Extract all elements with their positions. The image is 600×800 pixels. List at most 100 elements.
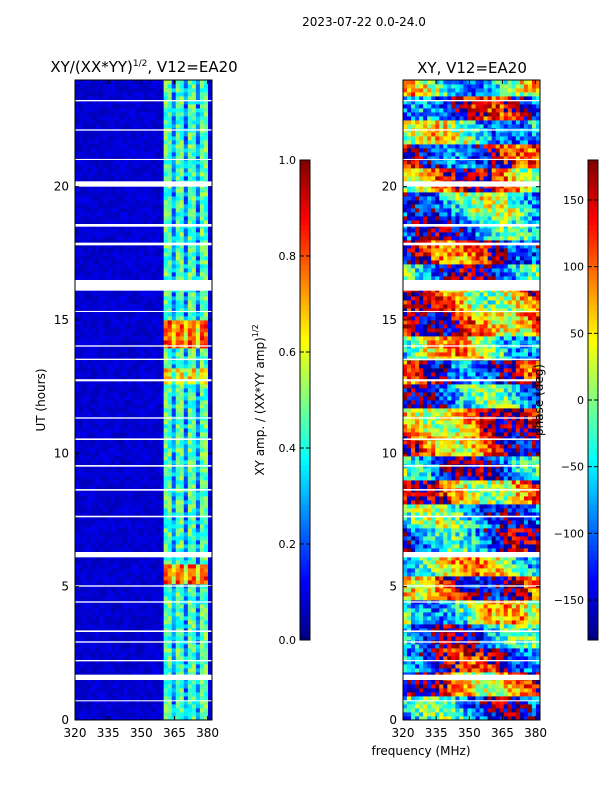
amplitude-cell bbox=[207, 452, 213, 457]
amplitude-cell bbox=[183, 616, 189, 621]
amplitude-cell bbox=[183, 136, 189, 141]
amplitude-cell bbox=[135, 444, 140, 449]
amplitude-cell bbox=[135, 440, 140, 445]
amplitude-cell bbox=[151, 704, 156, 709]
amplitude-cell bbox=[147, 356, 152, 361]
amplitude-cell bbox=[199, 528, 205, 533]
amplitude-cell bbox=[171, 164, 177, 169]
amplitude-cell bbox=[79, 356, 84, 361]
amplitude-cell bbox=[103, 544, 108, 549]
amplitude-cell bbox=[107, 644, 112, 649]
amplitude-cell bbox=[187, 532, 193, 537]
amplitude-cell bbox=[87, 132, 92, 137]
amplitude-cell bbox=[151, 424, 156, 429]
amplitude-cell bbox=[115, 452, 120, 457]
amplitude-cell bbox=[167, 304, 173, 309]
amplitude-cell bbox=[127, 424, 132, 429]
amplitude-cell bbox=[207, 476, 213, 481]
amplitude-cell bbox=[159, 312, 165, 317]
amplitude-cell bbox=[187, 628, 193, 633]
amplitude-cell bbox=[187, 140, 193, 145]
amplitude-cell bbox=[143, 712, 148, 717]
amplitude-cell bbox=[171, 476, 177, 481]
amplitude-cell bbox=[159, 700, 165, 705]
amplitude-cell bbox=[171, 240, 177, 245]
amplitude-cell bbox=[179, 664, 185, 669]
amplitude-cell bbox=[75, 336, 80, 341]
amplitude-cell bbox=[127, 144, 132, 149]
amplitude-cell bbox=[91, 556, 96, 561]
amplitude-cell bbox=[147, 168, 152, 173]
amplitude-cell bbox=[143, 404, 148, 409]
amplitude-cell bbox=[187, 476, 193, 481]
amplitude-cell bbox=[87, 136, 92, 141]
amplitude-cell bbox=[179, 440, 185, 445]
amplitude-cell bbox=[147, 236, 152, 241]
amplitude-cell bbox=[127, 156, 132, 161]
amplitude-cell bbox=[199, 188, 205, 193]
amplitude-cell bbox=[83, 424, 88, 429]
amplitude-cell bbox=[91, 248, 96, 253]
amplitude-cell bbox=[183, 248, 189, 253]
amplitude-cell bbox=[83, 480, 88, 485]
amplitude-cell bbox=[87, 596, 92, 601]
amplitude-cell bbox=[143, 572, 148, 577]
amplitude-cell bbox=[87, 680, 92, 685]
amplitude-cell bbox=[171, 376, 177, 381]
amplitude-cell bbox=[107, 420, 112, 425]
amplitude-cell bbox=[167, 356, 173, 361]
amplitude-cell bbox=[83, 580, 88, 585]
amplitude-cell bbox=[191, 304, 197, 309]
amplitude-cell bbox=[147, 424, 152, 429]
amplitude-cell bbox=[207, 360, 213, 365]
amplitude-cell bbox=[111, 308, 116, 313]
amplitude-cell bbox=[115, 264, 120, 269]
amplitude-cell bbox=[191, 540, 197, 545]
amplitude-cell bbox=[183, 228, 189, 233]
amplitude-cell bbox=[83, 260, 88, 265]
amplitude-cell bbox=[171, 544, 177, 549]
amplitude-cell bbox=[111, 704, 116, 709]
amplitude-cell bbox=[83, 632, 88, 637]
amplitude-cell bbox=[87, 192, 92, 197]
amplitude-cell bbox=[103, 172, 108, 177]
amplitude-cell bbox=[147, 620, 152, 625]
amplitude-cell bbox=[187, 324, 193, 329]
amplitude-cell bbox=[167, 544, 173, 549]
amplitude-cell bbox=[131, 500, 136, 505]
amplitude-cell bbox=[103, 712, 108, 717]
amplitude-cell bbox=[115, 608, 120, 613]
amplitude-cell bbox=[83, 352, 88, 357]
amplitude-cell bbox=[83, 428, 88, 433]
amplitude-cell bbox=[75, 496, 80, 501]
amplitude-cell bbox=[187, 596, 193, 601]
amplitude-cell bbox=[135, 452, 140, 457]
amplitude-cell bbox=[203, 172, 209, 177]
amplitude-cell bbox=[155, 268, 161, 273]
amplitude-cell bbox=[167, 328, 173, 333]
amplitude-cell bbox=[163, 332, 169, 337]
amplitude-cell bbox=[199, 492, 205, 497]
amplitude-cell bbox=[111, 620, 116, 625]
amplitude-cell bbox=[115, 652, 120, 657]
amplitude-cell bbox=[183, 356, 189, 361]
amplitude-cell bbox=[103, 452, 108, 457]
amplitude-cell bbox=[111, 680, 116, 685]
amplitude-cell bbox=[191, 400, 197, 405]
amplitude-cell bbox=[83, 528, 88, 533]
amplitude-cell bbox=[159, 644, 165, 649]
amplitude-cell bbox=[103, 248, 108, 253]
amplitude-cell bbox=[83, 144, 88, 149]
amplitude-cell bbox=[207, 664, 213, 669]
amplitude-cell bbox=[91, 624, 96, 629]
amplitude-cell bbox=[139, 656, 144, 661]
amplitude-cell bbox=[179, 576, 185, 581]
amplitude-cell bbox=[183, 308, 189, 313]
amplitude-cell bbox=[123, 484, 128, 489]
amplitude-cell bbox=[151, 480, 156, 485]
amplitude-cell bbox=[83, 168, 88, 173]
amplitude-cell bbox=[199, 536, 205, 541]
amplitude-cell bbox=[167, 340, 173, 345]
amplitude-cell bbox=[135, 432, 140, 437]
amplitude-cell bbox=[111, 644, 116, 649]
